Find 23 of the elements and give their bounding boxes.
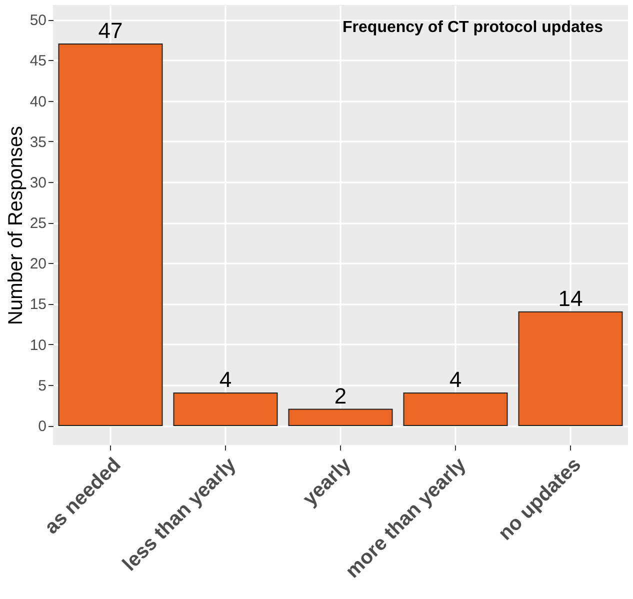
data-label: 4 [219,367,232,392]
bar [288,408,393,426]
y-tick-label: 45 [30,52,46,70]
y-tick-label: 10 [30,336,46,354]
y-tick-label: 50 [30,12,46,30]
y-tick-label: 5 [38,377,46,394]
y-tick-label: 35 [30,134,46,151]
y-tick-label: 0 [38,418,46,436]
y-axis-title: Number of Responses [4,126,27,325]
data-label: 47 [98,18,123,43]
data-label: 4 [449,367,462,392]
data-label: 14 [558,286,583,311]
y-tick-label: 25 [30,215,46,232]
text: Frequency of CT protocol updates [342,19,604,36]
y-tick-label: 20 [30,256,46,273]
bar [58,43,163,426]
data-label: 2 [334,383,347,408]
y-tick-label: 15 [30,296,46,314]
bar [173,392,278,426]
y-tick-label: 40 [30,93,46,110]
bar [518,311,623,426]
y-tick-label: 30 [30,174,46,192]
bar [403,392,508,426]
